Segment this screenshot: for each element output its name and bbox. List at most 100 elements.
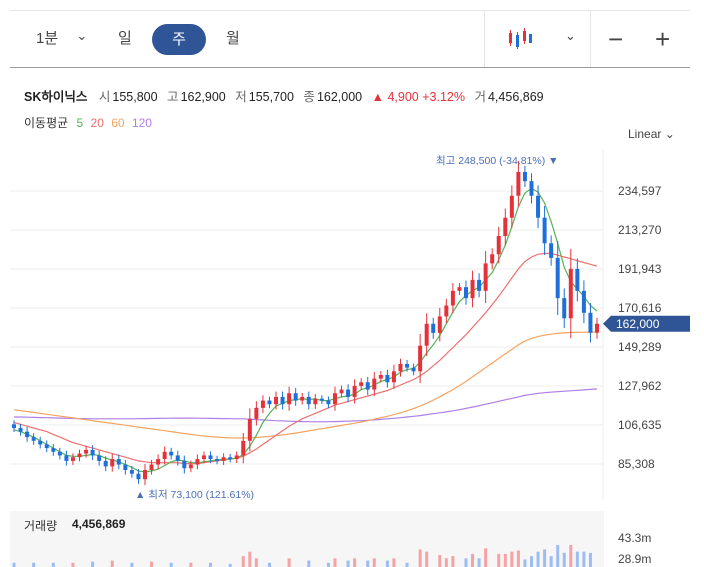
candle-body: [575, 268, 580, 291]
tab-week-label: 주: [172, 31, 186, 48]
chart-annotations: 최고 248,500 (-34.81%) ▼ ▲ 최저 73,100 (121.6…: [135, 155, 690, 501]
candle-body: [12, 424, 16, 428]
candle-body: [522, 171, 527, 182]
ma20-label[interactable]: 20: [90, 116, 104, 130]
y-tick-label: 213,270: [618, 223, 662, 237]
tab-day[interactable]: 일: [118, 30, 132, 47]
candle-body: [477, 279, 482, 291]
candle-body: [562, 298, 567, 319]
candle-body: [300, 396, 305, 401]
zoom-in-button[interactable]: +: [655, 24, 671, 54]
candle-body: [457, 287, 462, 291]
candle-body: [51, 448, 56, 452]
volume-value: 4,456,869: [487, 90, 544, 104]
candle-body: [542, 217, 547, 244]
candle-body: [365, 382, 370, 390]
candle-body: [241, 440, 246, 456]
candle-body: [326, 400, 331, 405]
candle-body: [431, 323, 436, 333]
candle-body: [44, 444, 49, 449]
candle-body: [503, 217, 508, 236]
y-tick-label: 191,943: [618, 262, 662, 276]
candle-body: [536, 195, 541, 218]
candle-body: [588, 312, 593, 333]
candle-body: [398, 363, 403, 372]
candle-body: [116, 459, 121, 465]
candle-body: [221, 457, 226, 461]
candle-body: [25, 431, 30, 438]
candle-body: [372, 378, 377, 390]
candle-body: [405, 363, 410, 368]
candle-body: [424, 323, 429, 346]
candle-body: [549, 243, 554, 258]
candle-body: [287, 393, 292, 405]
candles: [12, 160, 599, 486]
candle-body: [411, 367, 416, 372]
tab-week[interactable]: 주: [152, 24, 206, 55]
y-tick-label: 85,308: [618, 457, 655, 471]
candle-body: [313, 398, 318, 405]
candle-body: [293, 393, 298, 401]
candle-body: [149, 464, 154, 471]
candle-body: [470, 279, 475, 299]
period-minute-label: 1분: [36, 30, 59, 47]
candle-body: [280, 396, 285, 405]
y-tick-label: 170,616: [618, 301, 662, 315]
volume-tick-mid: 28.9m: [618, 552, 652, 566]
candle-body: [228, 457, 233, 460]
min-annotation: ▲ 최저 73,100 (121.61%): [135, 489, 254, 501]
price-info: SK하이닉스 시 155,800 고 162,900 저 155,700 종 162,0…: [24, 86, 550, 105]
candle-body: [267, 400, 272, 405]
volume-panel-label: 거래량: [24, 519, 58, 533]
ma20-line: [13, 252, 598, 465]
toolbar-divider: [590, 11, 591, 67]
low-label: 저: [235, 90, 247, 104]
open-value: 155,800: [112, 90, 158, 104]
scale-mode-dropdown[interactable]: Linear ⌄: [628, 127, 675, 141]
volume-panel: 거래량 4,456,869: [10, 511, 604, 567]
candle-body: [319, 398, 324, 401]
ma120-line: [14, 388, 598, 423]
candle-body: [260, 400, 265, 408]
candle-body: [143, 470, 148, 480]
candle-body: [339, 389, 344, 394]
candle-body: [418, 345, 423, 372]
ma5-label[interactable]: 5: [76, 116, 84, 130]
candle-body: [215, 459, 220, 461]
candle-body: [595, 323, 599, 333]
candle-body: [346, 389, 351, 397]
candle-body: [97, 455, 102, 461]
volume-panel-value: 4,456,869: [72, 517, 126, 531]
candle-body: [169, 451, 174, 456]
candle-body: [156, 459, 161, 465]
ma60-label[interactable]: 60: [111, 116, 125, 130]
chart-grid: [10, 150, 604, 500]
change-value: ▲ 4,900: [371, 90, 419, 104]
candle-body: [70, 457, 75, 461]
candle-body: [437, 316, 442, 333]
moving-average-lines: [13, 187, 598, 473]
chevron-down-icon: ⌄: [565, 28, 576, 43]
candle-body: [490, 254, 495, 264]
candle-body: [568, 268, 573, 319]
toolbar-divider: [484, 11, 485, 67]
stock-name: SK하이닉스: [24, 90, 88, 104]
close-value: 162,000: [316, 90, 363, 104]
candle-body: [188, 464, 193, 469]
zoom-out-button[interactable]: −: [608, 24, 624, 54]
candle-body: [450, 290, 455, 306]
candle-body: [234, 455, 239, 460]
ma60-line: [13, 331, 598, 439]
candle-body: [463, 287, 468, 299]
candle-body: [77, 453, 82, 458]
y-axis: 234,597 213,270 191,943 170,616 149,289 127,9…: [618, 184, 662, 471]
ma120-label[interactable]: 120: [131, 116, 152, 130]
candle-body: [509, 195, 514, 218]
tab-month[interactable]: 월: [226, 30, 240, 47]
candle-body: [496, 235, 501, 255]
candle-body: [555, 257, 560, 299]
candle-body: [352, 385, 357, 397]
candle-body: [391, 371, 396, 383]
period-minute-dropdown[interactable]: 1분 ⌄: [36, 11, 87, 67]
y-tick-label: 234,597: [618, 184, 662, 198]
